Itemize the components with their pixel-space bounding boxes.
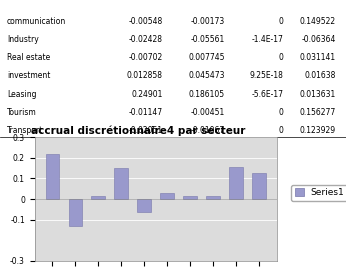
Bar: [229, 167, 243, 199]
Text: 0.156277: 0.156277: [299, 108, 336, 117]
Bar: [183, 196, 197, 199]
Text: communication: communication: [7, 17, 66, 26]
Text: -0.01147: -0.01147: [128, 108, 163, 117]
Text: -0.06364: -0.06364: [301, 35, 336, 44]
Bar: [160, 193, 174, 199]
Text: -0.00702: -0.00702: [128, 53, 163, 62]
Text: 0.045473: 0.045473: [189, 71, 225, 80]
Legend: Series1: Series1: [291, 185, 346, 201]
Text: Industry: Industry: [7, 35, 39, 44]
Text: -0.02051: -0.02051: [128, 126, 163, 135]
Text: 0.123929: 0.123929: [300, 126, 336, 135]
Bar: [46, 154, 60, 199]
Text: 0.24901: 0.24901: [131, 90, 163, 98]
Text: -5.6E-17: -5.6E-17: [252, 90, 284, 98]
Text: Tourism: Tourism: [7, 108, 37, 117]
Text: -0.00548: -0.00548: [128, 17, 163, 26]
Text: 0: 0: [279, 108, 284, 117]
Text: -0.01067: -0.01067: [191, 126, 225, 135]
Text: Transport: Transport: [7, 126, 43, 135]
Text: -1.4E-17: -1.4E-17: [252, 35, 284, 44]
Text: 0: 0: [279, 53, 284, 62]
Text: 0.149522: 0.149522: [300, 17, 336, 26]
Text: -0.05561: -0.05561: [191, 35, 225, 44]
Text: 9.25E-18: 9.25E-18: [250, 71, 284, 80]
Text: 0.031141: 0.031141: [300, 53, 336, 62]
Text: Real estate: Real estate: [7, 53, 50, 62]
Bar: [206, 196, 220, 199]
Bar: [115, 168, 128, 199]
Bar: [69, 199, 82, 226]
Text: accrual discrétionnaire4 par secteur: accrual discrétionnaire4 par secteur: [31, 125, 246, 136]
Text: 0.012858: 0.012858: [127, 71, 163, 80]
Text: Leasing: Leasing: [7, 90, 36, 98]
Text: 0.186105: 0.186105: [189, 90, 225, 98]
Text: 0.013631: 0.013631: [299, 90, 336, 98]
Text: -0.00451: -0.00451: [191, 108, 225, 117]
Text: 0.01638: 0.01638: [304, 71, 336, 80]
Text: 0.007745: 0.007745: [189, 53, 225, 62]
Bar: [91, 196, 105, 199]
Text: 0: 0: [279, 17, 284, 26]
Text: -0.02428: -0.02428: [129, 35, 163, 44]
Bar: [252, 174, 266, 199]
Text: -0.00173: -0.00173: [191, 17, 225, 26]
Text: investment: investment: [7, 71, 50, 80]
Text: 0: 0: [279, 126, 284, 135]
Bar: [137, 199, 151, 212]
